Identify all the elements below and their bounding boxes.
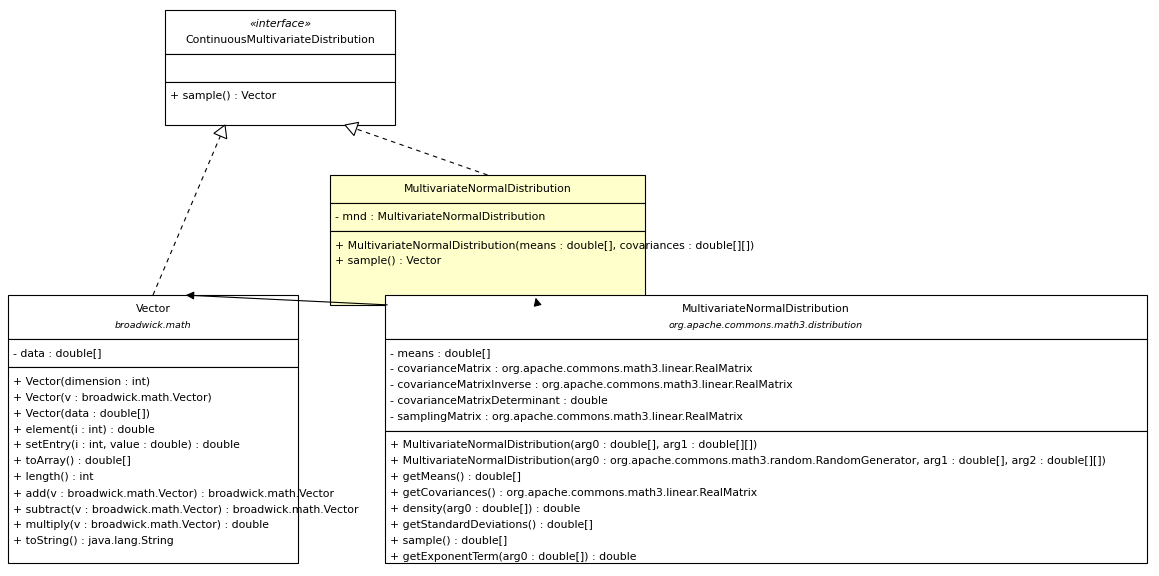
Bar	[8, 339, 298, 367]
Bar	[165, 10, 395, 54]
Bar	[385, 339, 1147, 431]
Text: + element(i : int) : double: + element(i : int) : double	[13, 424, 155, 434]
Bar	[165, 54, 395, 82]
Polygon shape	[345, 122, 358, 135]
Text: + length() : int: + length() : int	[13, 472, 94, 482]
Text: + sample() : Vector: + sample() : Vector	[335, 256, 442, 266]
Text: Vector: Vector	[136, 304, 170, 314]
Text: + density(arg0 : double[]) : double: + density(arg0 : double[]) : double	[389, 504, 581, 514]
Text: - covarianceMatrixInverse : org.apache.commons.math3.linear.RealMatrix: - covarianceMatrixInverse : org.apache.c…	[389, 380, 793, 390]
Text: + MultivariateNormalDistribution(arg0 : org.apache.commons.math3.random.RandomGe: + MultivariateNormalDistribution(arg0 : …	[389, 456, 1106, 466]
Text: + MultivariateNormalDistribution(arg0 : double[], arg1 : double[][]): + MultivariateNormalDistribution(arg0 : …	[389, 440, 757, 450]
Bar	[8, 295, 298, 339]
Text: - covarianceMatrixDeterminant : double: - covarianceMatrixDeterminant : double	[389, 396, 607, 406]
Text: + setEntry(i : int, value : double) : double: + setEntry(i : int, value : double) : do…	[13, 440, 240, 450]
Text: + sample() : double[]: + sample() : double[]	[389, 536, 508, 546]
Bar	[330, 203, 646, 231]
Text: + multiply(v : broadwick.math.Vector) : double: + multiply(v : broadwick.math.Vector) : …	[13, 520, 269, 530]
Text: + getMeans() : double[]: + getMeans() : double[]	[389, 472, 522, 482]
Text: - mnd : MultivariateNormalDistribution: - mnd : MultivariateNormalDistribution	[335, 212, 545, 222]
Text: MultivariateNormalDistribution: MultivariateNormalDistribution	[403, 184, 571, 194]
Bar	[385, 431, 1147, 563]
Text: + sample() : Vector: + sample() : Vector	[170, 91, 276, 101]
Text: ContinuousMultivariateDistribution: ContinuousMultivariateDistribution	[185, 35, 374, 45]
Text: + subtract(v : broadwick.math.Vector) : broadwick.math.Vector: + subtract(v : broadwick.math.Vector) : …	[13, 504, 358, 514]
Text: + Vector(data : double[]): + Vector(data : double[])	[13, 408, 150, 418]
Text: + toArray() : double[]: + toArray() : double[]	[13, 456, 131, 466]
Bar	[330, 175, 646, 203]
Bar	[385, 295, 1147, 339]
Text: org.apache.commons.math3.distribution: org.apache.commons.math3.distribution	[669, 320, 863, 329]
Text: broadwick.math: broadwick.math	[115, 320, 191, 329]
Bar	[330, 231, 646, 305]
Bar	[8, 367, 298, 563]
Bar	[165, 82, 395, 125]
Text: MultivariateNormalDistribution: MultivariateNormalDistribution	[683, 304, 850, 314]
Text: - samplingMatrix : org.apache.commons.math3.linear.RealMatrix: - samplingMatrix : org.apache.commons.ma…	[389, 412, 743, 422]
Text: - means : double[]: - means : double[]	[389, 348, 490, 358]
Text: «interface»: «interface»	[249, 19, 311, 29]
Text: + toString() : java.lang.String: + toString() : java.lang.String	[13, 536, 174, 546]
Text: - covarianceMatrix : org.apache.commons.math3.linear.RealMatrix: - covarianceMatrix : org.apache.commons.…	[389, 364, 752, 374]
Text: + Vector(dimension : int): + Vector(dimension : int)	[13, 376, 151, 386]
Text: + add(v : broadwick.math.Vector) : broadwick.math.Vector: + add(v : broadwick.math.Vector) : broad…	[13, 488, 334, 498]
Text: + getCovariances() : org.apache.commons.math3.linear.RealMatrix: + getCovariances() : org.apache.commons.…	[389, 488, 757, 498]
Text: - data : double[]: - data : double[]	[13, 348, 102, 358]
Polygon shape	[214, 125, 227, 139]
Text: + Vector(v : broadwick.math.Vector): + Vector(v : broadwick.math.Vector)	[13, 392, 212, 402]
Text: + getExponentTerm(arg0 : double[]) : double: + getExponentTerm(arg0 : double[]) : dou…	[389, 552, 636, 562]
Text: + getStandardDeviations() : double[]: + getStandardDeviations() : double[]	[389, 520, 593, 530]
Text: + MultivariateNormalDistribution(means : double[], covariances : double[][]): + MultivariateNormalDistribution(means :…	[335, 240, 755, 250]
